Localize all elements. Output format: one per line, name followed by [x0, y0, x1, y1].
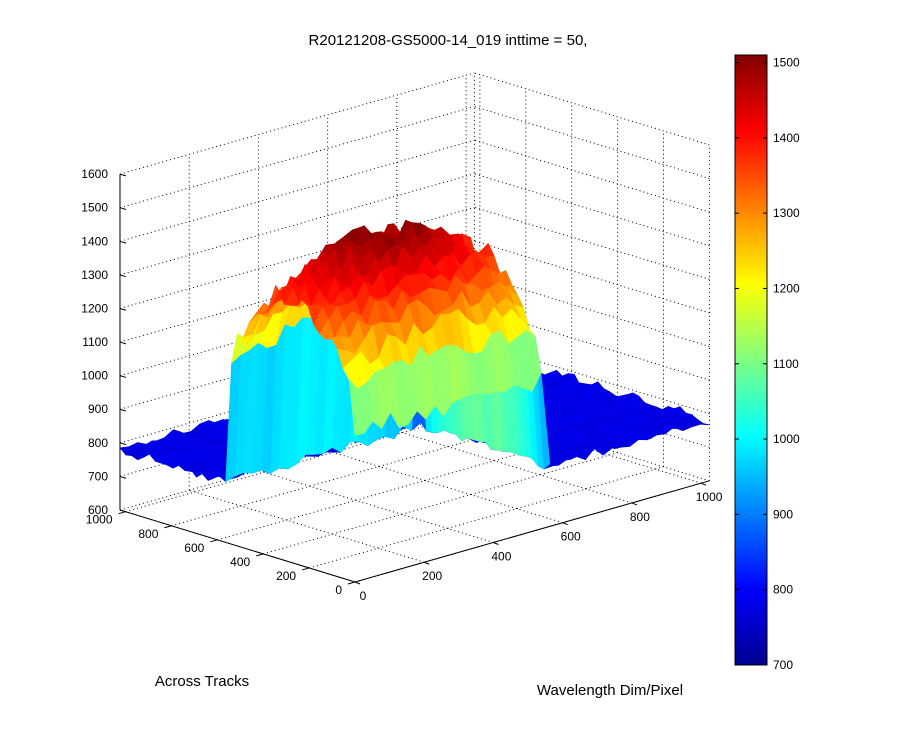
y-tick-mark	[164, 525, 172, 529]
colorbar-tick-label: 700	[773, 658, 793, 672]
side-wall-grid-z	[474, 72, 710, 146]
z-tick-label: 700	[88, 469, 108, 483]
colorbar-tick-label: 800	[773, 583, 793, 597]
z-tick-label: 1400	[81, 234, 108, 248]
z-tick-label: 1100	[82, 335, 108, 349]
z-tick-label: 1200	[81, 302, 108, 316]
y-tick-mark	[210, 539, 218, 543]
x-tick-mark	[700, 482, 707, 486]
x-axis-label: Wavelength Dim/Pixel	[537, 682, 683, 699]
z-tick-mark	[119, 307, 127, 311]
x-tick-label: 1000	[696, 490, 723, 504]
z-tick-mark	[119, 207, 127, 210]
z-tick-label: 600	[88, 503, 108, 517]
x-tick-mark	[631, 502, 638, 506]
y-tick-label: 1000	[86, 513, 113, 527]
z-tick-label: 900	[88, 402, 108, 416]
z-tick-label: 1000	[81, 369, 108, 383]
x-tick-mark	[354, 581, 361, 585]
colorbar: 700 800 900 1000 1100 1200 1300 1400 1500	[734, 54, 800, 672]
floor-grid-y	[263, 452, 618, 555]
back-wall-grid-z	[119, 139, 475, 242]
x-tick-mark	[562, 522, 568, 526]
y-axis-label: Across Tracks	[155, 673, 249, 690]
surface-cell	[348, 379, 365, 436]
z-tick-label: 800	[88, 436, 108, 450]
z-tick-mark	[119, 408, 127, 412]
z-tick-mark	[119, 173, 127, 177]
y-tick-label: 600	[184, 541, 204, 555]
colorbar-tick-label: 1300	[773, 206, 800, 220]
x-tick-label: 800	[630, 510, 650, 524]
colorbar-tick-label: 1400	[773, 131, 800, 145]
y-tick-mark	[118, 511, 126, 515]
z-tick-label: 1600	[81, 167, 108, 181]
floor-grid-x	[327, 450, 563, 524]
axes-ticks: 600 700 800 900 1000 1100 1200 1300 1400 1500 1600…	[81, 167, 722, 603]
y-tick-label: 800	[138, 527, 158, 541]
side-wall-grid-z	[474, 240, 710, 314]
colorbar-tick-label: 1500	[773, 56, 800, 70]
y-tick-mark	[301, 567, 310, 571]
surface-mesh	[119, 219, 710, 483]
side-wall-grid-z	[474, 173, 710, 247]
y-tick-label: 400	[230, 555, 250, 569]
x-tick-label: 600	[561, 530, 581, 544]
z-tick-mark	[119, 274, 127, 278]
z-tick-mark	[119, 475, 127, 479]
back-wall-grid-z	[119, 106, 475, 209]
colorbar-tick-label: 1200	[773, 282, 800, 296]
z-tick-mark	[119, 341, 127, 345]
y-tick-label: 200	[276, 569, 296, 583]
colorbar-tick-label: 1000	[773, 432, 800, 446]
floor-grid-x	[258, 470, 494, 543]
colorbar-tick-label: 900	[773, 507, 793, 521]
side-wall-grid-z	[474, 206, 710, 280]
colorbar-tick-label: 1100	[773, 357, 799, 371]
side-wall-grid-z	[474, 274, 710, 347]
back-wall-grid-z	[119, 173, 475, 276]
z-tick-label: 1300	[81, 268, 108, 282]
floor-grid-y	[217, 438, 572, 541]
z-tick-label: 1500	[81, 201, 108, 215]
back-wall-grid-z	[119, 72, 475, 175]
z-tick-mark	[119, 442, 127, 446]
side-wall-grid-z	[474, 106, 710, 179]
floor-grid-x	[396, 430, 633, 504]
x-tick-label: 200	[422, 569, 442, 583]
x-tick-mark	[493, 542, 499, 545]
x-tick-label: 400	[491, 550, 511, 564]
x-axis-line	[354, 480, 710, 583]
z-tick-mark	[119, 375, 127, 378]
x-tick-label: 0	[360, 589, 367, 603]
x-tick-mark	[424, 561, 430, 565]
y-axis-line	[119, 509, 356, 583]
z-tick-mark	[119, 240, 127, 244]
floor-grid-y	[125, 410, 481, 513]
colorbar-ticks: 700 800 900 1000 1100 1200 1300 1400 1500	[735, 56, 800, 672]
side-wall-grid-z	[474, 139, 710, 213]
y-tick-mark	[347, 581, 356, 585]
floor-grid-x	[189, 489, 425, 563]
back-wall-grid-z	[119, 206, 475, 309]
y-tick-mark	[256, 553, 264, 557]
floor-grid-y	[308, 466, 664, 569]
colorbar-gradient	[734, 54, 768, 666]
y-tick-label: 0	[335, 583, 342, 597]
chart-title: R20121208-GS5000-14_019 inttime = 50,	[309, 32, 588, 49]
floor-grid-y	[171, 424, 526, 527]
